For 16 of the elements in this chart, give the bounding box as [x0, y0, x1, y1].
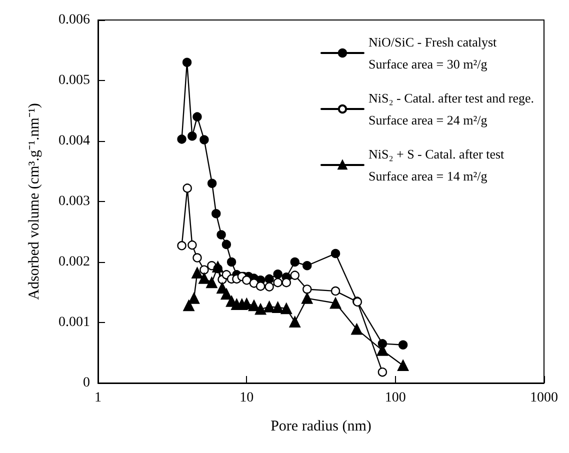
- y-tick-label: 0.005: [58, 73, 90, 88]
- y-tick-label: 0: [83, 376, 90, 390]
- y-tick-label: 0.004: [58, 134, 90, 148]
- legend-label: NiO/SiC - Fresh catalyst Surface area = 30 m²/g: [368, 34, 498, 72]
- x-tick-label: 10: [240, 390, 254, 406]
- x-axis-title: Pore radius (nm): [270, 418, 372, 434]
- y-tick-label: 0.006: [58, 12, 90, 28]
- y-tick-label: 0.002: [58, 254, 90, 270]
- x-tick-label: 100: [384, 390, 406, 406]
- x-tick-label: 1000: [530, 390, 558, 406]
- y-tick-label: 0.001: [58, 315, 90, 330]
- y-tick-label: 0.003: [58, 194, 90, 209]
- y-axis-title: Adsorbed volume (cm³.g⁻¹.nm⁻¹): [26, 103, 42, 300]
- legend-label: NiS₂ - Catal. after test and rege. Surface area = 24 m²/g: [368, 90, 534, 128]
- x-tick-label: 1: [94, 390, 102, 406]
- legend-label: NiS₂ + S - Catal. after test Surface area = 14 m²/g: [368, 146, 505, 184]
